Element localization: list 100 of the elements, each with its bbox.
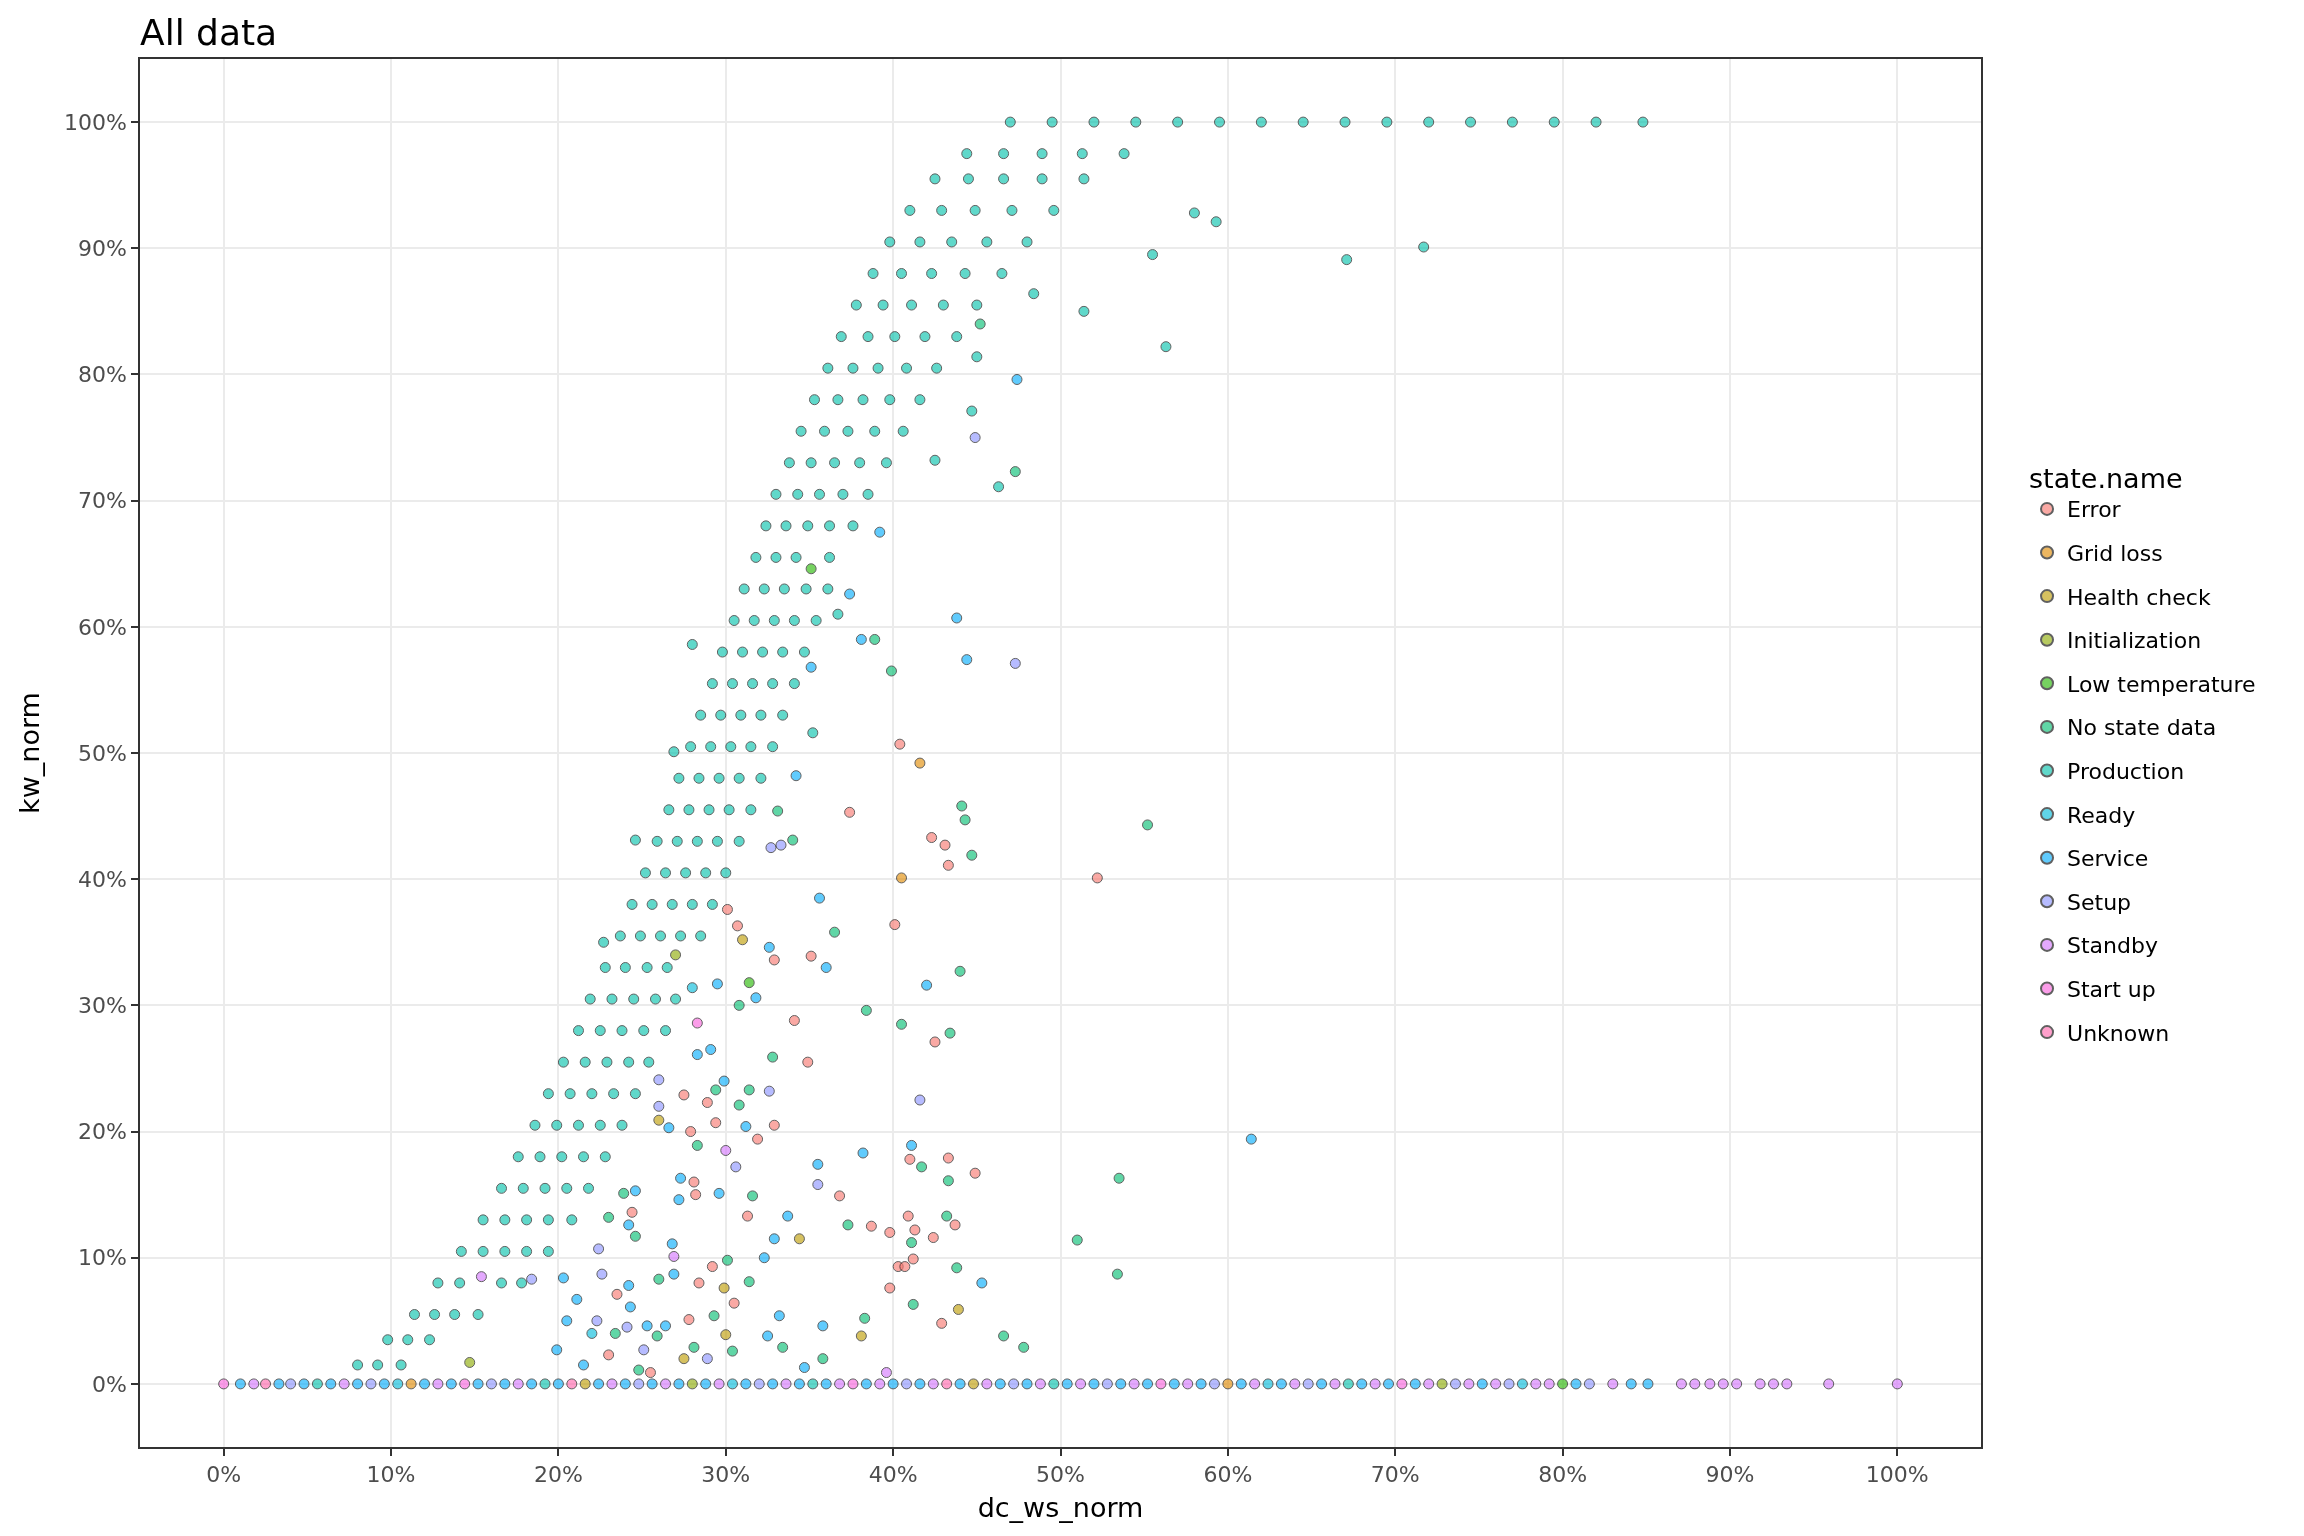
point xyxy=(767,1051,779,1063)
point xyxy=(1607,1378,1619,1390)
x-tick-label: 100% xyxy=(1865,1462,1929,1488)
y-tick-label: 70% xyxy=(77,488,127,514)
point xyxy=(726,1378,738,1390)
point xyxy=(1503,1378,1515,1390)
point xyxy=(834,1190,846,1202)
point xyxy=(1075,1378,1087,1390)
point xyxy=(1490,1378,1502,1390)
point xyxy=(603,1211,615,1223)
point xyxy=(603,1349,615,1361)
point xyxy=(899,1261,911,1273)
point xyxy=(678,1353,690,1365)
y-tick-label: 30% xyxy=(77,993,127,1019)
point xyxy=(721,1254,733,1266)
point xyxy=(860,1004,872,1016)
point xyxy=(768,1119,780,1131)
legend-label: Unknown xyxy=(2067,1020,2170,1046)
x-tick-label: 30% xyxy=(701,1462,751,1488)
point xyxy=(651,1330,663,1342)
point xyxy=(618,1187,630,1199)
legend-label: Low temperature xyxy=(2067,671,2256,697)
point xyxy=(708,1310,720,1322)
x-tick-label: 10% xyxy=(366,1462,416,1488)
legend-label: Setup xyxy=(2067,889,2132,915)
point xyxy=(1091,872,1103,884)
legend-label: Error xyxy=(2067,497,2122,523)
point xyxy=(805,950,817,962)
point xyxy=(653,1114,665,1126)
point xyxy=(1396,1378,1408,1390)
point xyxy=(916,1161,928,1173)
point xyxy=(218,1378,230,1390)
point xyxy=(869,633,881,645)
point xyxy=(586,1327,598,1339)
point xyxy=(1262,1378,1274,1390)
point xyxy=(941,1210,953,1222)
y-tick-label: 80% xyxy=(77,362,127,388)
point xyxy=(1516,1378,1528,1390)
point xyxy=(998,1330,1010,1342)
point xyxy=(626,1206,638,1218)
y-tick-label: 0% xyxy=(91,1371,127,1397)
point xyxy=(1823,1378,1835,1390)
point xyxy=(693,1277,705,1289)
y-tick-label: 40% xyxy=(77,866,127,892)
point xyxy=(942,1175,954,1187)
point xyxy=(855,1330,867,1342)
y-axis-title: kw_norm xyxy=(14,692,46,814)
point xyxy=(743,977,755,989)
y-tick-label: 50% xyxy=(77,740,127,766)
point xyxy=(405,1378,417,1390)
point xyxy=(685,1126,697,1138)
point xyxy=(609,1327,621,1339)
point xyxy=(653,1100,665,1112)
point xyxy=(1781,1378,1793,1390)
point xyxy=(884,1226,896,1238)
point xyxy=(743,1276,755,1288)
x-tick-label: 40% xyxy=(868,1462,918,1488)
point xyxy=(954,965,966,977)
point xyxy=(914,1094,926,1106)
point xyxy=(392,1378,404,1390)
point xyxy=(1530,1378,1542,1390)
point xyxy=(638,1344,650,1356)
point xyxy=(775,839,787,851)
point xyxy=(763,1085,775,1097)
point xyxy=(1111,1268,1123,1280)
y-tick-label: 100% xyxy=(63,109,127,135)
point xyxy=(285,1378,297,1390)
chart-title: All data xyxy=(140,12,278,53)
point xyxy=(1543,1378,1555,1390)
point xyxy=(967,1378,979,1390)
point xyxy=(1071,1234,1083,1246)
point xyxy=(512,1378,524,1390)
point xyxy=(260,1378,272,1390)
x-tick-label: 80% xyxy=(1538,1462,1588,1488)
point xyxy=(701,1353,713,1365)
point xyxy=(713,1378,725,1390)
point xyxy=(633,1378,645,1390)
point xyxy=(1754,1378,1766,1390)
point xyxy=(1249,1378,1261,1390)
point xyxy=(1008,1378,1020,1390)
point xyxy=(691,1017,703,1029)
legend-label: Start up xyxy=(2067,977,2156,1003)
point xyxy=(772,805,784,817)
point xyxy=(633,1364,645,1376)
point xyxy=(670,949,682,961)
point xyxy=(927,1232,939,1244)
point xyxy=(688,1176,700,1188)
point xyxy=(1302,1378,1314,1390)
point xyxy=(834,1378,846,1390)
point xyxy=(432,1378,444,1390)
x-tick-label: 20% xyxy=(533,1462,583,1488)
point xyxy=(927,1378,939,1390)
point xyxy=(338,1378,350,1390)
point xyxy=(981,1378,993,1390)
point xyxy=(942,1152,954,1164)
point xyxy=(485,1378,497,1390)
point xyxy=(894,738,906,750)
point xyxy=(936,1317,948,1329)
point xyxy=(896,872,907,884)
point xyxy=(969,432,981,444)
